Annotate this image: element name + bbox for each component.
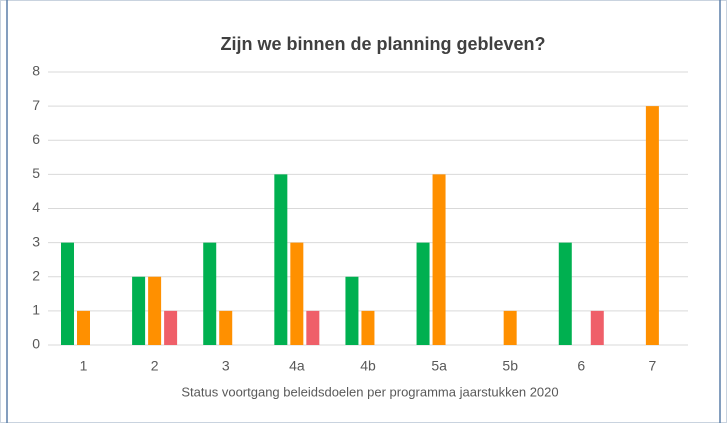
bar [432, 174, 446, 345]
bar [361, 310, 375, 345]
bar [77, 310, 90, 345]
chart-title: Zijn we binnen de planning gebleven? [220, 34, 545, 54]
x-tick-label: 1 [80, 358, 88, 374]
y-tick-label: 5 [32, 165, 40, 181]
bar [274, 174, 288, 345]
bar [306, 310, 320, 345]
bar [558, 242, 572, 345]
bar [290, 242, 304, 345]
x-tick-label: 7 [649, 358, 657, 374]
bar [345, 276, 359, 345]
x-tick-label: 4b [360, 358, 376, 374]
bar [416, 242, 430, 345]
x-axis-label: Status voortgang beleidsdoelen per progr… [181, 384, 558, 399]
y-tick-label: 7 [32, 97, 40, 113]
bar [148, 276, 162, 345]
bar [61, 242, 74, 345]
y-tick-label: 0 [32, 336, 40, 352]
x-tick-label: 2 [151, 358, 159, 374]
x-tick-label: 6 [577, 358, 585, 374]
bar [219, 310, 233, 345]
bar [645, 106, 659, 345]
x-tick-label: 4a [289, 358, 305, 374]
x-tick-label: 5a [431, 358, 447, 374]
bar [164, 310, 178, 345]
x-tick-label: 3 [222, 358, 230, 374]
bar [590, 310, 604, 345]
y-tick-label: 4 [32, 199, 40, 215]
y-tick-label: 2 [32, 267, 40, 283]
bar [132, 276, 146, 345]
y-tick-label: 3 [32, 233, 40, 249]
bar [203, 242, 217, 345]
y-tick-label: 1 [32, 302, 40, 318]
bar [503, 310, 517, 345]
y-tick-label: 6 [32, 131, 40, 147]
x-tick-label: 5b [502, 358, 518, 374]
y-tick-label: 8 [32, 63, 40, 79]
